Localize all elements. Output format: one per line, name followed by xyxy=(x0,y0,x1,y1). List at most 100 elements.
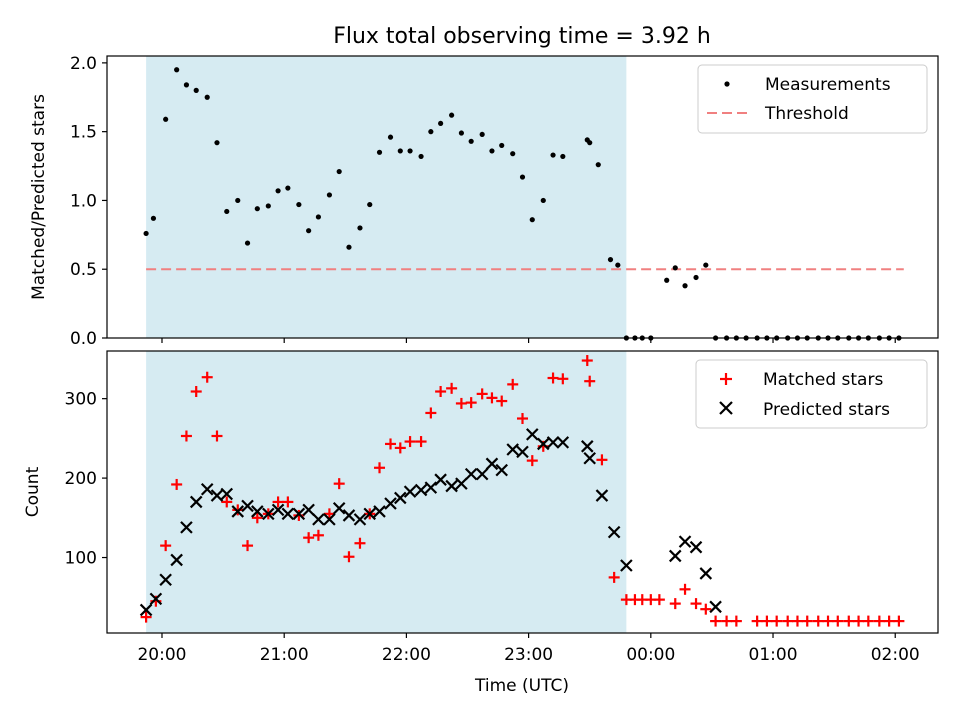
measurement-point xyxy=(376,149,383,155)
top-yticks: 0.0 0.5 1.0 1.5 2.0 xyxy=(70,54,107,349)
matched-markers xyxy=(140,355,905,627)
predicted-point xyxy=(262,507,275,521)
measurement-point xyxy=(174,67,180,73)
matched-point xyxy=(323,508,335,520)
predicted-point xyxy=(342,509,356,522)
top-ytick-label: 0.5 xyxy=(70,260,97,280)
legend-predicted-marker xyxy=(719,401,733,415)
measurement-point xyxy=(607,256,614,263)
predicted-point xyxy=(281,507,295,521)
measurement-point xyxy=(510,151,516,157)
measurement-point xyxy=(315,214,322,220)
predicted-point xyxy=(394,491,407,505)
matched-point xyxy=(801,615,813,627)
predicted-point xyxy=(373,505,386,518)
measurement-point xyxy=(183,82,190,88)
matched-point xyxy=(415,436,427,448)
matched-point xyxy=(232,504,244,516)
measurement-point xyxy=(438,120,444,127)
predicted-point xyxy=(271,503,285,517)
measurement-point xyxy=(418,153,424,160)
predicted-point xyxy=(445,479,458,493)
measurement-point xyxy=(519,174,526,180)
bottom-xtick-label: 00:00 xyxy=(626,645,675,665)
top-ytick-label: 1.5 xyxy=(70,123,97,143)
legend-predicted-label: Predicted stars xyxy=(763,400,890,420)
bottom-legend-box xyxy=(695,359,928,429)
matched-point xyxy=(190,386,202,398)
matched-point xyxy=(751,615,763,627)
measurement-point xyxy=(306,228,312,234)
measurement-point xyxy=(244,240,251,246)
matched-point xyxy=(312,529,324,541)
predicted-point xyxy=(424,481,438,494)
measurement-point xyxy=(204,94,210,100)
matched-point xyxy=(700,603,712,615)
predicted-point xyxy=(506,443,520,456)
matched-point xyxy=(669,598,681,610)
measurement-point xyxy=(703,262,709,268)
predicted-point xyxy=(200,482,214,496)
predicted-point xyxy=(709,600,722,614)
predicted-point xyxy=(516,445,529,459)
matched-point xyxy=(201,371,213,383)
matched-point xyxy=(242,540,254,552)
matched-point xyxy=(710,615,722,627)
measurement-point xyxy=(595,162,601,168)
matched-point xyxy=(893,615,905,627)
matched-point xyxy=(690,598,702,610)
bottom-ylabel: Count xyxy=(23,466,43,517)
matched-point xyxy=(171,478,183,490)
matched-point xyxy=(853,615,865,627)
legend-matched-marker xyxy=(720,373,732,385)
predicted-point xyxy=(414,483,428,497)
measurement-point xyxy=(489,148,495,154)
matched-point xyxy=(883,615,895,627)
matched-point xyxy=(374,462,386,474)
measurement-point xyxy=(407,148,413,154)
matched-point xyxy=(581,355,593,367)
bottom-ytick-label: 200 xyxy=(65,469,97,489)
matched-point xyxy=(211,430,223,442)
predicted-point xyxy=(607,525,621,539)
matched-point xyxy=(596,454,608,466)
top-plot-frame xyxy=(106,55,939,339)
measurement-point xyxy=(672,265,678,271)
matched-point xyxy=(282,496,294,508)
matched-point xyxy=(517,413,528,425)
measurement-point xyxy=(458,130,464,136)
predicted-point xyxy=(495,463,509,477)
predicted-point xyxy=(363,507,377,521)
measurement-point xyxy=(235,197,241,204)
predicted-point xyxy=(170,553,183,567)
matched-point xyxy=(547,372,559,384)
predicted-point xyxy=(353,513,367,526)
measurement-point xyxy=(449,112,455,118)
top-xticks xyxy=(161,338,896,343)
matched-point xyxy=(730,615,742,627)
measurement-point xyxy=(615,262,621,268)
matched-point xyxy=(404,436,416,448)
predicted-point xyxy=(251,505,264,518)
matched-point xyxy=(425,407,437,419)
matched-point xyxy=(843,615,855,627)
measurement-point xyxy=(682,283,688,289)
bottom-xtick-label: 21:00 xyxy=(260,645,309,665)
matched-point xyxy=(496,395,508,407)
matched-point xyxy=(822,615,834,627)
top-legend-box xyxy=(697,64,928,134)
measurement-point xyxy=(357,225,363,231)
matched-point xyxy=(435,386,447,398)
matched-point xyxy=(333,478,345,490)
matched-point xyxy=(526,455,538,467)
predicted-point xyxy=(323,513,336,526)
predicted-point xyxy=(312,513,325,526)
matched-point xyxy=(303,532,315,544)
legend-threshold-label: Threshold xyxy=(764,104,849,124)
measurement-point xyxy=(387,134,394,140)
measurement-point xyxy=(326,192,333,198)
matched-point xyxy=(446,382,458,394)
predicted-point xyxy=(180,521,193,534)
predicted-point xyxy=(220,487,234,501)
bottom-xticks: 20:00 21:00 22:00 23:00 00:00 01:00 02:00 xyxy=(137,633,920,665)
